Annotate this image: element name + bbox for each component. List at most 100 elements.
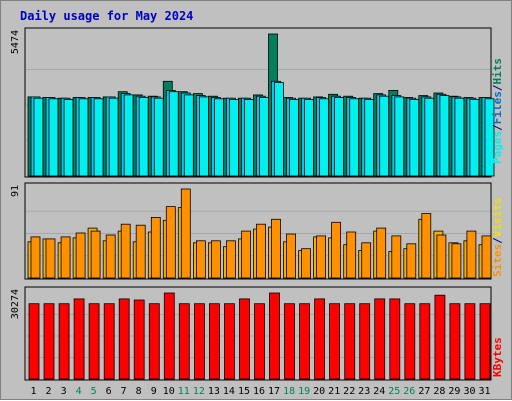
x-tick-label-day-30: 30 (463, 386, 475, 397)
bar-kbytes-day-12 (193, 303, 205, 380)
x-tick-label-day-5: 5 (91, 386, 97, 397)
bar-sites-day-9 (150, 216, 161, 279)
x-tick-label-day-4: 4 (76, 386, 82, 397)
bar-pages-day-23 (364, 99, 375, 177)
bar-sites-day-11 (180, 188, 191, 279)
x-tick-label-day-31: 31 (478, 386, 490, 397)
bar-pages-day-26 (409, 99, 420, 177)
x-tick-label-day-23: 23 (358, 386, 370, 397)
bar-sites-day-6 (105, 234, 116, 279)
bar-kbytes-day-22 (344, 303, 356, 380)
legend-separator: / (491, 84, 504, 92)
legend-sites: Sites (491, 243, 504, 277)
chart-title: Daily usage for May 2024 (20, 9, 194, 23)
bar-sites-day-15 (241, 230, 251, 279)
bar-pages-day-14 (228, 99, 239, 177)
x-tick-label-day-12: 12 (193, 386, 205, 397)
bar-kbytes-day-28 (434, 294, 446, 380)
bar-kbytes-day-10 (163, 292, 175, 380)
bar-kbytes-day-19 (299, 303, 311, 380)
bar-pages-day-12 (198, 96, 209, 177)
bar-kbytes-day-2 (43, 303, 55, 380)
bar-kbytes-day-23 (359, 303, 371, 380)
x-tick-label-day-29: 29 (448, 386, 460, 397)
bar-kbytes-day-8 (133, 299, 145, 380)
bar-sites-day-29 (451, 243, 462, 279)
bar-sites-day-14 (225, 240, 236, 279)
bar-kbytes-day-15 (239, 298, 250, 380)
bar-kbytes-day-14 (223, 303, 235, 380)
bar-pages-day-25 (394, 96, 405, 177)
x-tick-label-day-2: 2 (45, 386, 51, 397)
bar-sites-day-7 (120, 223, 131, 279)
bar-pages-day-28 (439, 95, 450, 177)
bar-kbytes-day-21 (329, 303, 341, 380)
bar-pages-day-13 (213, 98, 224, 177)
y-max-label: 30274 (10, 289, 21, 319)
bar-sites-day-20 (316, 235, 327, 279)
bar-kbytes-day-9 (148, 303, 160, 380)
bar-pages-day-20 (319, 98, 330, 177)
bar-sites-day-27 (421, 213, 432, 279)
bar-pages-day-4 (78, 98, 89, 177)
x-tick-label-day-24: 24 (373, 386, 385, 397)
x-tick-label-day-9: 9 (151, 386, 157, 397)
bar-kbytes-day-3 (58, 303, 70, 380)
x-tick-label-day-18: 18 (283, 386, 295, 397)
bar-kbytes-day-25 (389, 298, 401, 380)
bar-sites-day-24 (376, 227, 387, 279)
bar-pages-day-24 (379, 95, 390, 177)
x-tick-label-day-13: 13 (208, 386, 220, 397)
bar-sites-day-10 (165, 206, 176, 279)
legend-pages: Pages (491, 130, 504, 164)
x-tick-label-day-1: 1 (30, 386, 36, 397)
x-tick-label-day-3: 3 (61, 386, 67, 397)
bar-sites-day-21 (331, 221, 342, 279)
bar-sites-day-31 (481, 235, 492, 279)
bar-sites-day-18 (286, 233, 296, 279)
y-max-label: 91 (10, 185, 21, 197)
bar-pages-day-21 (334, 97, 345, 177)
x-tick-label-day-21: 21 (328, 386, 340, 397)
bar-kbytes-day-24 (374, 298, 386, 380)
x-tick-label-day-25: 25 (388, 386, 400, 397)
legend-visits: Visits (491, 197, 504, 238)
bar-sites-day-1 (30, 236, 41, 279)
bar-pages-day-31 (484, 98, 495, 177)
x-tick-label-day-26: 26 (403, 386, 415, 397)
bar-pages-day-9 (153, 97, 164, 177)
bar-sites-day-17 (271, 218, 281, 279)
legend-files: Files (491, 91, 504, 125)
x-tick-label-day-11: 11 (178, 386, 190, 397)
bar-pages-day-15 (244, 99, 254, 177)
bar-kbytes-day-5 (88, 303, 100, 380)
bar-sites-day-5 (90, 230, 101, 279)
x-tick-label-day-22: 22 (343, 386, 355, 397)
bar-kbytes-day-4 (73, 298, 85, 380)
bar-sites-day-30 (466, 230, 477, 279)
bar-kbytes-day-26 (404, 303, 416, 380)
bar-pages-day-1 (33, 97, 44, 177)
bar-kbytes-day-16 (254, 303, 265, 380)
legend-hits-files-pages: Pages/Files/Hits (491, 28, 505, 172)
bar-sites-day-16 (256, 223, 266, 279)
y-max-label: 5474 (10, 30, 21, 54)
bar-sites-day-22 (346, 231, 357, 279)
x-tick-label-day-8: 8 (136, 386, 142, 397)
bar-kbytes-day-20 (314, 298, 326, 380)
legend-separator: / (491, 124, 504, 131)
bar-pages-day-30 (469, 99, 480, 177)
bar-kbytes-day-13 (208, 303, 220, 380)
bar-pages-day-29 (454, 97, 465, 177)
bar-kbytes-day-27 (419, 303, 431, 380)
bar-sites-day-25 (391, 235, 402, 279)
bar-pages-day-16 (259, 97, 269, 177)
x-tick-label-day-14: 14 (223, 386, 235, 397)
bar-pages-day-8 (138, 97, 149, 177)
legend-kbytes: KBytes (491, 287, 505, 377)
bar-pages-day-10 (168, 91, 179, 177)
bar-sites-day-4 (75, 232, 86, 279)
bar-kbytes-day-30 (464, 303, 476, 380)
bar-pages-day-5 (93, 98, 104, 177)
